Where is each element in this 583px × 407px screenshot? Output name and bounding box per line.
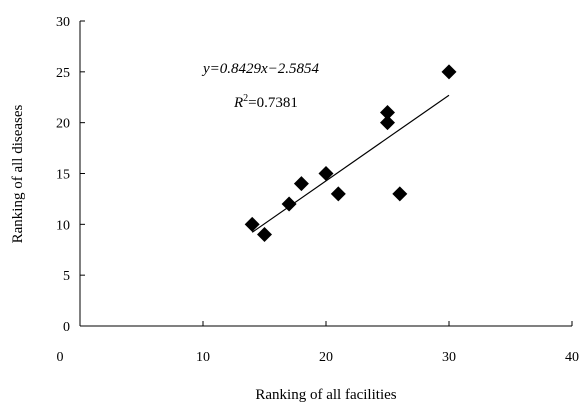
y-ticks: 0 5 10 15 20 25 30 — [56, 15, 85, 335]
x-axis-label: Ranking of all facilities — [255, 387, 396, 403]
x-ticks: 0 10 20 30 40 — [57, 321, 579, 365]
trendline — [251, 94, 450, 233]
x-tick-label: 10 — [196, 350, 210, 365]
r-squared-label: R2=0.7381 — [233, 93, 298, 111]
y-tick-label: 25 — [56, 66, 70, 81]
trendline-equation: y=0.8429x−2.5854 — [201, 61, 320, 77]
y-axis-label: Ranking of all diseases — [10, 104, 26, 243]
data-point — [257, 227, 272, 242]
y-tick-label: 15 — [56, 168, 70, 183]
y-tick-label: 20 — [56, 117, 70, 132]
data-point — [281, 196, 297, 212]
y-tick-label: 10 — [56, 218, 70, 233]
data-point — [380, 115, 395, 131]
y-tick-label: 30 — [56, 15, 70, 30]
data-point — [330, 186, 346, 202]
x-tick-label: 30 — [442, 350, 456, 365]
x-tick-label: 0 — [57, 350, 64, 365]
x-tick-label: 20 — [319, 350, 333, 365]
data-point — [441, 64, 457, 80]
y-tick-label: 5 — [63, 269, 70, 284]
data-points — [244, 64, 457, 242]
data-point — [244, 216, 260, 232]
data-point — [293, 176, 309, 192]
data-point — [380, 105, 395, 120]
x-tick-label: 40 — [565, 350, 579, 365]
data-point — [318, 166, 334, 181]
y-tick-label: 0 — [63, 320, 70, 335]
data-point — [392, 186, 408, 202]
